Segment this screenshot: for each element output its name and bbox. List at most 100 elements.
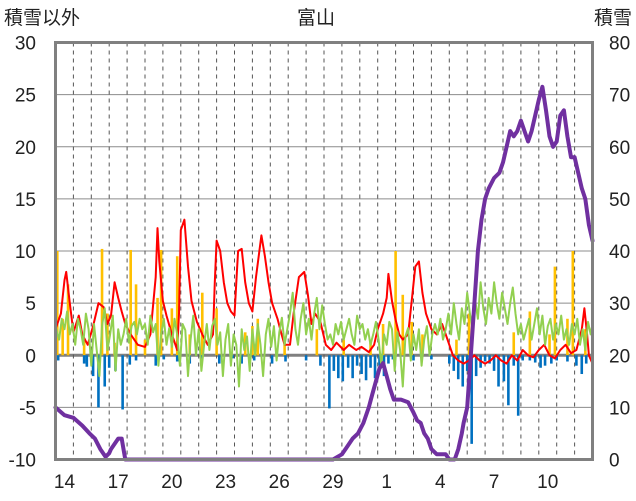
bar bbox=[465, 355, 469, 371]
bar bbox=[467, 313, 471, 356]
bar bbox=[474, 355, 478, 377]
bar bbox=[470, 355, 473, 444]
bar bbox=[55, 251, 59, 356]
plot-frame bbox=[54, 41, 594, 461]
bar bbox=[252, 355, 256, 361]
bar bbox=[455, 339, 458, 356]
bar bbox=[488, 355, 491, 364]
bar bbox=[91, 355, 95, 377]
bar bbox=[231, 355, 235, 359]
x-tick-label: 17 bbox=[108, 472, 129, 493]
bar bbox=[452, 355, 456, 371]
bar bbox=[162, 355, 166, 360]
bar bbox=[483, 355, 487, 362]
left-tick-label: -5 bbox=[19, 398, 36, 419]
left-tick-label: 5 bbox=[25, 294, 36, 315]
grid bbox=[55, 42, 593, 460]
bar bbox=[175, 256, 179, 356]
bar bbox=[200, 292, 204, 356]
left-tick-label: 20 bbox=[15, 138, 36, 159]
bar bbox=[342, 339, 345, 356]
bar bbox=[97, 355, 100, 408]
bar bbox=[175, 355, 179, 362]
bar bbox=[337, 355, 340, 379]
bar bbox=[128, 355, 132, 365]
bar bbox=[154, 355, 158, 366]
bar bbox=[332, 355, 336, 371]
bar bbox=[553, 266, 557, 356]
x-tick-label: 26 bbox=[269, 472, 290, 493]
bar bbox=[421, 334, 424, 356]
right-tick-label: 50 bbox=[609, 190, 630, 211]
right-tick-label: 70 bbox=[609, 86, 630, 107]
bar bbox=[548, 334, 551, 356]
bar bbox=[394, 251, 397, 356]
bar bbox=[502, 355, 506, 382]
right-tick-label: 10 bbox=[609, 398, 630, 419]
left-tick-label: 15 bbox=[15, 190, 36, 211]
bar bbox=[159, 249, 163, 356]
bar bbox=[134, 284, 138, 356]
bar bbox=[555, 355, 558, 361]
bar bbox=[539, 355, 542, 368]
bar bbox=[566, 355, 569, 362]
bar bbox=[82, 355, 86, 364]
bar bbox=[364, 355, 368, 381]
x-tick-label: 10 bbox=[537, 472, 558, 493]
bar bbox=[319, 355, 322, 366]
bar bbox=[240, 355, 243, 364]
x-tick-label: 14 bbox=[54, 472, 76, 493]
bar bbox=[580, 355, 584, 375]
bar bbox=[456, 355, 460, 380]
left-tick-label: 10 bbox=[15, 242, 36, 263]
x-tick-label: 20 bbox=[161, 472, 182, 493]
bar bbox=[507, 355, 510, 406]
bar bbox=[107, 355, 111, 368]
bar bbox=[284, 355, 287, 362]
left-tick-label: 30 bbox=[15, 34, 36, 55]
bar bbox=[516, 355, 520, 416]
bar bbox=[492, 355, 496, 371]
bar bbox=[521, 355, 524, 361]
bar bbox=[103, 355, 107, 387]
bar bbox=[304, 355, 308, 361]
chart-title: 富山 bbox=[297, 7, 335, 29]
bar bbox=[328, 355, 331, 409]
bar bbox=[512, 355, 516, 366]
bar bbox=[85, 355, 89, 367]
bar bbox=[360, 355, 363, 375]
right-tick-label: 0 bbox=[609, 451, 620, 472]
bar bbox=[571, 251, 575, 356]
bar bbox=[528, 355, 532, 361]
bar bbox=[217, 355, 221, 364]
bar bbox=[533, 355, 537, 363]
bar bbox=[497, 355, 500, 387]
bar bbox=[61, 318, 64, 356]
bar bbox=[373, 355, 377, 379]
bar bbox=[512, 332, 516, 356]
bar bbox=[448, 355, 451, 364]
bar bbox=[156, 297, 159, 356]
bar bbox=[270, 355, 274, 364]
bar-series bbox=[55, 248, 588, 444]
bar bbox=[461, 355, 465, 387]
bar bbox=[129, 249, 132, 356]
bar bbox=[575, 355, 578, 366]
x-tick-label: 23 bbox=[215, 472, 236, 493]
right-tick-label: 20 bbox=[609, 346, 630, 367]
bar bbox=[134, 355, 138, 361]
right-tick-label: 30 bbox=[609, 294, 630, 315]
bar bbox=[121, 355, 124, 410]
bar bbox=[430, 355, 433, 360]
bar bbox=[283, 336, 286, 356]
x-tick-label: 1 bbox=[381, 472, 392, 493]
bar bbox=[82, 339, 86, 356]
bar bbox=[355, 355, 359, 366]
x-tick-label: 29 bbox=[322, 472, 343, 493]
bar bbox=[401, 294, 405, 356]
left-axis-label: 積雪以外 bbox=[4, 7, 80, 29]
bar bbox=[378, 355, 381, 366]
series-line bbox=[54, 281, 594, 388]
